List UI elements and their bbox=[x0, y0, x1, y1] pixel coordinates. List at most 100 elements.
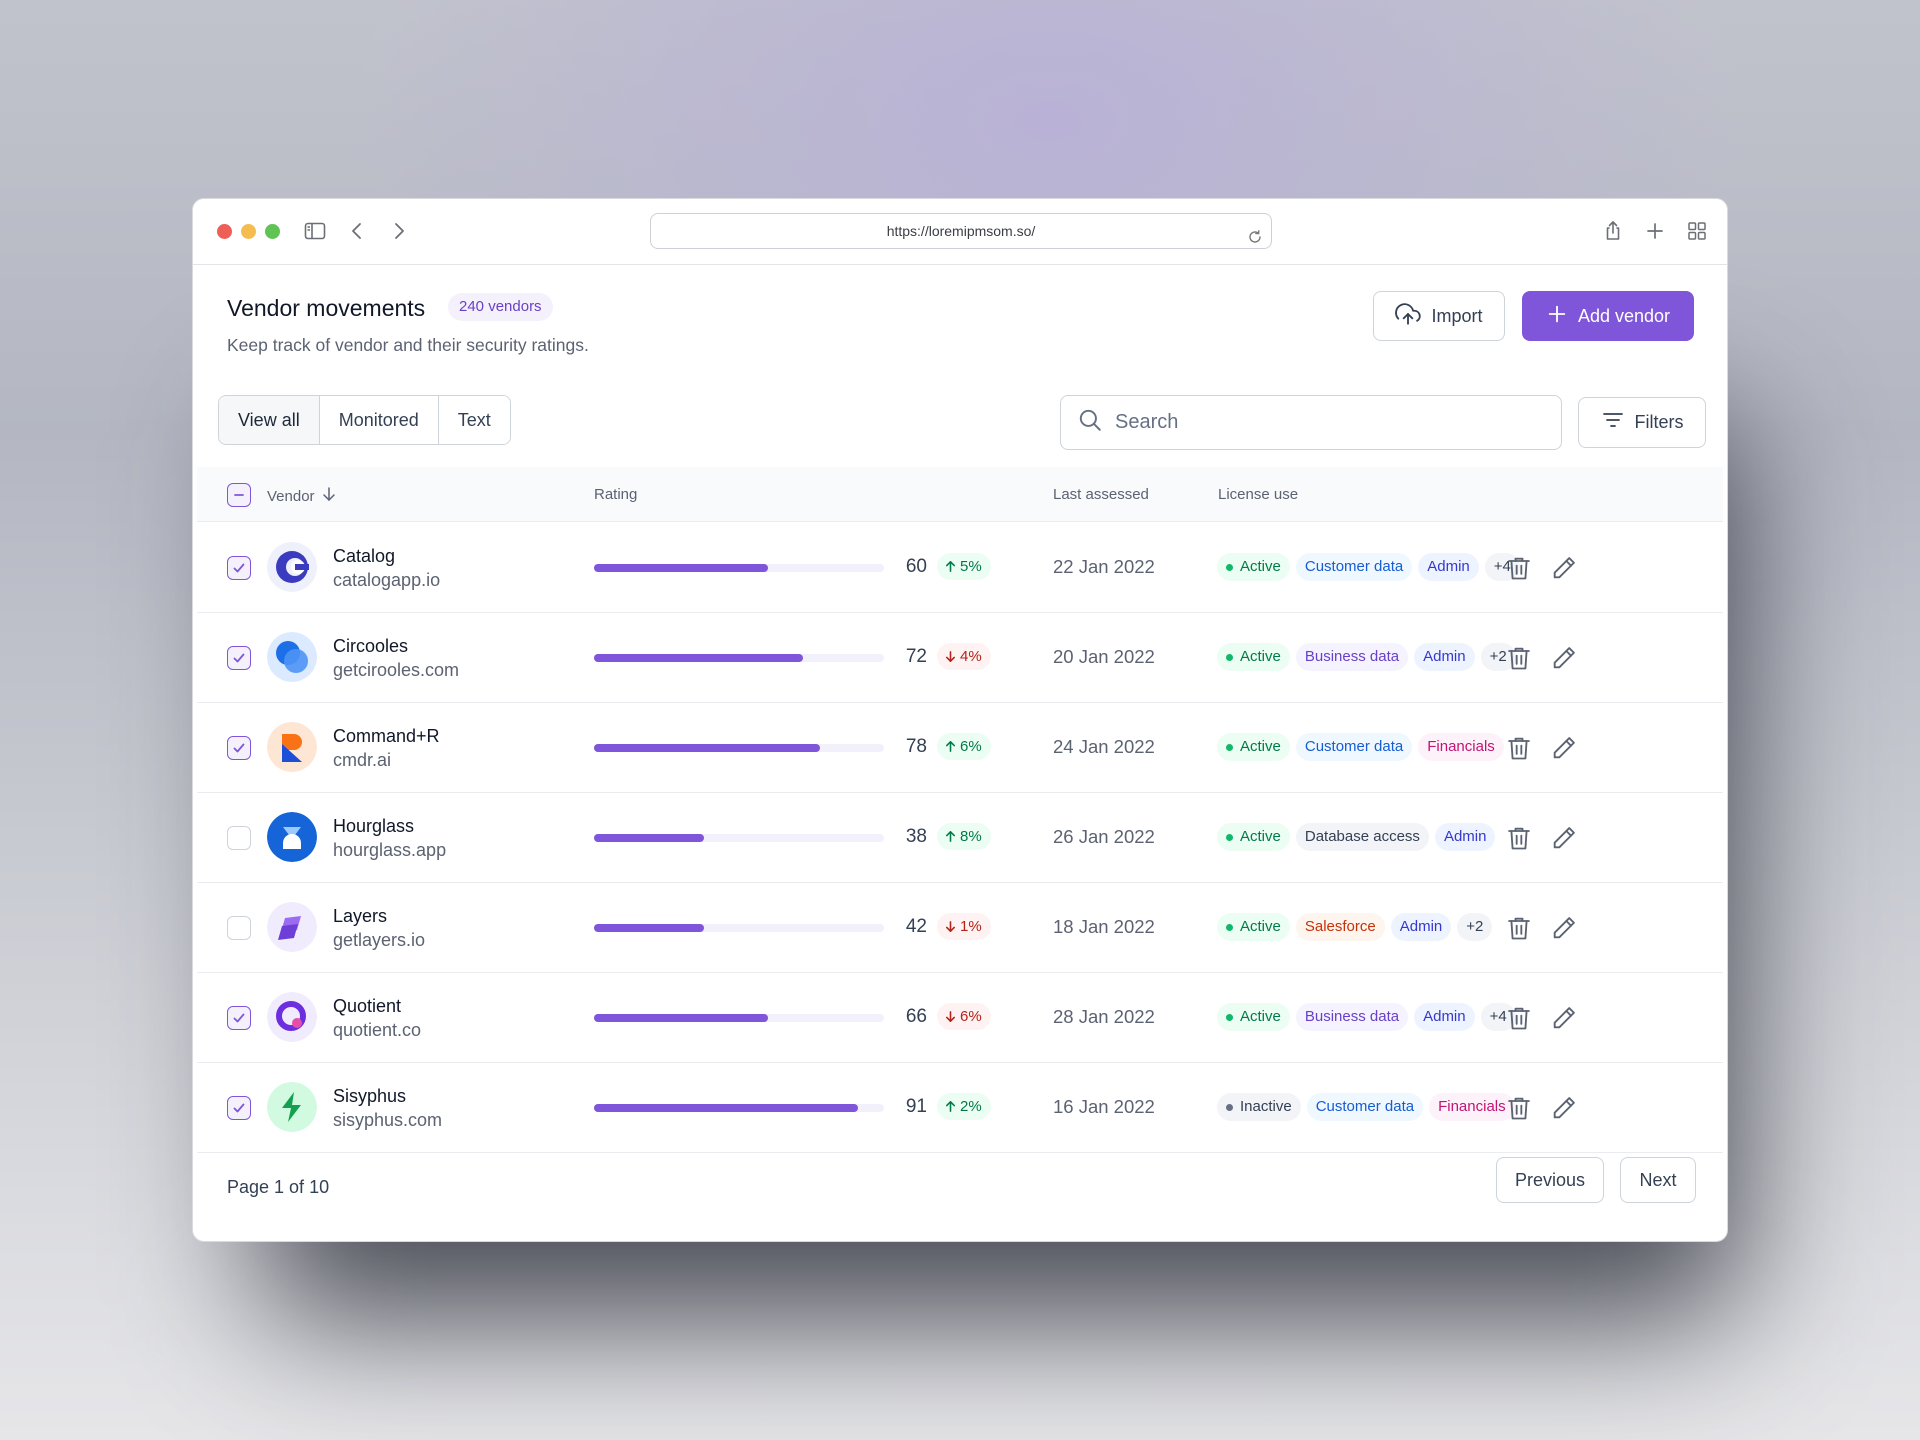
layers-logo-icon bbox=[267, 902, 317, 952]
trash-icon[interactable] bbox=[1505, 734, 1533, 762]
row-checkbox[interactable] bbox=[227, 826, 251, 850]
close-window-button[interactable] bbox=[217, 224, 232, 239]
row-checkbox[interactable] bbox=[227, 736, 251, 760]
vendor-column-header[interactable]: Vendor bbox=[267, 486, 337, 506]
license-tag-label: +2 bbox=[1489, 648, 1507, 665]
rating-change-value: 4% bbox=[960, 648, 982, 665]
license-tag: Active bbox=[1217, 913, 1290, 941]
license-tag: Admin bbox=[1414, 1003, 1475, 1031]
edit-pencil-icon[interactable] bbox=[1550, 1004, 1578, 1032]
rating-change-value: 5% bbox=[960, 558, 982, 575]
trash-icon[interactable] bbox=[1505, 1094, 1533, 1122]
forward-arrow-icon[interactable] bbox=[387, 219, 411, 243]
rating-bar-fill bbox=[594, 564, 768, 572]
license-tag: Salesforce bbox=[1295, 913, 1385, 941]
license-tag: Active bbox=[1217, 1003, 1290, 1031]
vendor-column-label: Vendor bbox=[267, 487, 315, 505]
filters-button[interactable]: Filters bbox=[1578, 397, 1706, 448]
edit-pencil-icon[interactable] bbox=[1550, 824, 1578, 852]
trash-icon[interactable] bbox=[1505, 554, 1533, 582]
edit-pencil-icon[interactable] bbox=[1550, 914, 1578, 942]
import-button[interactable]: Import bbox=[1373, 291, 1505, 341]
vendor-name: Command+R bbox=[333, 726, 440, 746]
rating-bar-fill bbox=[594, 654, 803, 662]
arrow-up-icon bbox=[944, 1100, 957, 1113]
license-tag: Active bbox=[1217, 733, 1290, 761]
edit-pencil-icon[interactable] bbox=[1550, 554, 1578, 582]
license-tag: Financials bbox=[1418, 733, 1504, 761]
filters-label: Filters bbox=[1634, 412, 1684, 432]
license-tag-label: Database access bbox=[1304, 828, 1420, 845]
license-tags: Active Salesforce Admin +2 bbox=[1217, 913, 1493, 941]
rating-bar-fill bbox=[594, 1014, 768, 1022]
license-tag: Business data bbox=[1295, 643, 1409, 671]
status-dot-icon bbox=[1226, 563, 1233, 571]
new-tab-icon[interactable] bbox=[1643, 219, 1667, 243]
rating-change-badge: 1% bbox=[937, 913, 991, 940]
tab-text[interactable]: Text bbox=[438, 396, 510, 444]
license-tag-label: Admin bbox=[1399, 918, 1443, 935]
share-icon[interactable] bbox=[1601, 219, 1625, 243]
license-tag: Business data bbox=[1295, 1003, 1409, 1031]
search-icon bbox=[1077, 407, 1103, 438]
back-arrow-icon[interactable] bbox=[345, 219, 369, 243]
tab-view-all[interactable]: View all bbox=[219, 396, 320, 444]
status-dot-icon bbox=[1226, 743, 1233, 751]
trash-icon[interactable] bbox=[1505, 824, 1533, 852]
vendor-domain: catalogapp.io bbox=[333, 570, 441, 590]
row-checkbox[interactable] bbox=[227, 1096, 251, 1120]
license-tag: +4 bbox=[1484, 553, 1520, 581]
previous-page-button[interactable]: Previous bbox=[1496, 1157, 1604, 1203]
table-row: Sisyphus sisyphus.com 91 2% 16 Jan 2022 … bbox=[197, 1063, 1723, 1153]
next-page-button[interactable]: Next bbox=[1620, 1157, 1696, 1203]
rating-value: 91 bbox=[905, 1096, 927, 1117]
rating-change-value: 2% bbox=[960, 1098, 982, 1115]
page-title: Vendor movements bbox=[227, 295, 426, 321]
rating-change-badge: 2% bbox=[937, 1093, 991, 1120]
rating-change-value: 8% bbox=[960, 828, 982, 845]
row-checkbox[interactable] bbox=[227, 916, 251, 940]
license-tags: Active Database access Admin bbox=[1217, 823, 1496, 851]
rating-column-header: Rating bbox=[594, 486, 638, 503]
license-tag-label: Inactive bbox=[1240, 1098, 1292, 1115]
add-vendor-button[interactable]: Add vendor bbox=[1522, 291, 1694, 341]
license-tag: Database access bbox=[1295, 823, 1429, 851]
row-checkbox[interactable] bbox=[227, 556, 251, 580]
row-checkbox[interactable] bbox=[227, 1006, 251, 1030]
vendor-name: Layers bbox=[333, 906, 388, 926]
edit-pencil-icon[interactable] bbox=[1550, 644, 1578, 672]
last-assessed-date: 26 Jan 2022 bbox=[1053, 826, 1155, 847]
vendor-count-badge: 240 vendors bbox=[448, 293, 553, 321]
trash-icon[interactable] bbox=[1505, 1004, 1533, 1032]
row-checkbox[interactable] bbox=[227, 646, 251, 670]
vendor-name: Catalog bbox=[333, 546, 396, 566]
vendor-name: Sisyphus bbox=[333, 1086, 407, 1106]
license-tag: Customer data bbox=[1295, 733, 1413, 761]
minimize-window-button[interactable] bbox=[241, 224, 256, 239]
edit-pencil-icon[interactable] bbox=[1550, 1094, 1578, 1122]
sidebar-toggle-icon[interactable] bbox=[303, 219, 327, 243]
status-dot-icon bbox=[1226, 1103, 1233, 1111]
last-assessed-date: 16 Jan 2022 bbox=[1053, 1096, 1155, 1117]
trash-icon[interactable] bbox=[1505, 914, 1533, 942]
rating-value: 66 bbox=[905, 1006, 927, 1027]
license-tag-label: Admin bbox=[1427, 558, 1470, 575]
edit-pencil-icon[interactable] bbox=[1550, 734, 1578, 762]
tab-monitored[interactable]: Monitored bbox=[319, 396, 439, 444]
search-box[interactable] bbox=[1060, 395, 1562, 450]
reload-icon[interactable] bbox=[1247, 223, 1263, 243]
select-all-checkbox[interactable] bbox=[227, 483, 251, 507]
status-dot-icon bbox=[1226, 1013, 1233, 1021]
search-input[interactable] bbox=[1115, 411, 1535, 434]
rating-change-value: 6% bbox=[960, 1008, 982, 1025]
rating-change-value: 1% bbox=[960, 918, 982, 935]
maximize-window-button[interactable] bbox=[265, 224, 280, 239]
rating-bar bbox=[594, 1014, 884, 1022]
trash-icon[interactable] bbox=[1505, 644, 1533, 672]
browser-toolbar: https://loremipmsom.so/ bbox=[193, 199, 1727, 265]
address-bar[interactable]: https://loremipmsom.so/ bbox=[650, 213, 1272, 249]
license-tag-label: Business data bbox=[1304, 648, 1400, 665]
license-tag-label: Admin bbox=[1423, 648, 1466, 665]
tab-overview-icon[interactable] bbox=[1685, 219, 1709, 243]
last-assessed-column-header: Last assessed bbox=[1053, 486, 1149, 503]
